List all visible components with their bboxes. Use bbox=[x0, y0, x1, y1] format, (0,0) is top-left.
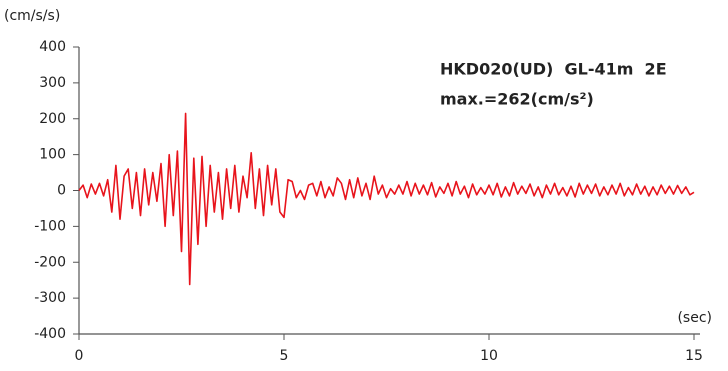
y-tick-label: 300 bbox=[39, 75, 66, 91]
y-tick-label: -300 bbox=[34, 290, 66, 306]
y-tick-label: -400 bbox=[34, 326, 66, 342]
x-tick-label: 10 bbox=[480, 348, 498, 364]
y-tick-label: -100 bbox=[34, 218, 66, 234]
x-tick-label: 15 bbox=[685, 348, 703, 364]
y-tick-label: 0 bbox=[57, 183, 66, 199]
x-tick-label: 5 bbox=[280, 348, 289, 364]
y-tick-label: -200 bbox=[34, 254, 66, 270]
annotation: max.=262(cm/s²) bbox=[440, 90, 594, 109]
waveform bbox=[78, 112, 695, 286]
annotation: HKD020(UD) GL-41m 2E bbox=[440, 60, 667, 79]
x-tick-label: 0 bbox=[75, 348, 84, 364]
y-axis-label: (cm/s/s) bbox=[4, 8, 60, 24]
y-tick-label: 400 bbox=[39, 39, 66, 55]
x-axis-label: (sec) bbox=[677, 310, 712, 326]
y-tick-label: 100 bbox=[39, 147, 66, 163]
y-tick-label: 200 bbox=[39, 111, 66, 127]
